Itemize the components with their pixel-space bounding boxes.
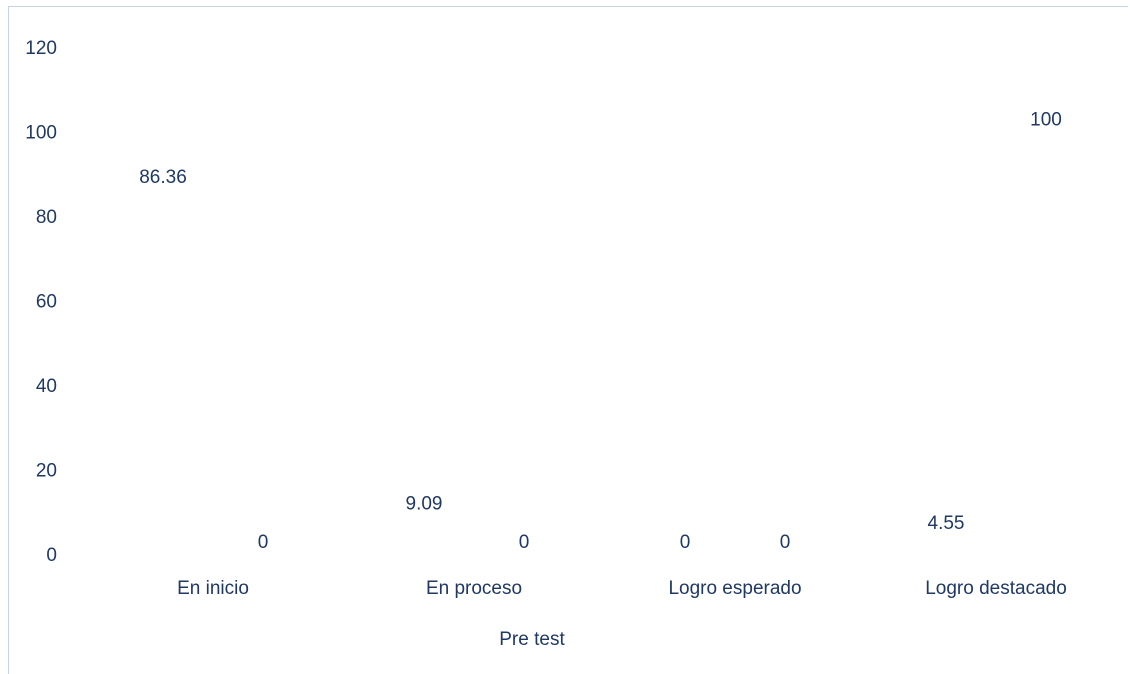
category-label-0: En inicio bbox=[177, 578, 249, 599]
legend: Pre test bbox=[499, 629, 565, 650]
data-label-s1-c3: 100 bbox=[1030, 110, 1062, 131]
data-label-s1-c0: 0 bbox=[258, 532, 269, 553]
y-tick-label-20: 20 bbox=[36, 461, 57, 482]
y-tick-label-40: 40 bbox=[36, 376, 57, 397]
category-label-3: Logro destacado bbox=[925, 578, 1067, 599]
category-label-1: En proceso bbox=[426, 578, 522, 599]
x-axis: En inicio En proceso Logro esperado Logro d… bbox=[177, 578, 1067, 599]
data-label-s1-c1: 0 bbox=[519, 532, 530, 553]
data-label-s0-c3: 4.55 bbox=[928, 513, 965, 534]
data-label-s0-c2: 0 bbox=[680, 532, 691, 553]
chart-frame bbox=[8, 6, 1128, 674]
y-tick-label-80: 80 bbox=[36, 207, 57, 228]
y-axis: 0 20 40 60 80 100 120 bbox=[25, 38, 57, 566]
data-label-s0-c1: 9.09 bbox=[406, 494, 443, 515]
data-label-s0-c0: 86.36 bbox=[139, 167, 187, 188]
data-label-s1-c2: 0 bbox=[780, 532, 791, 553]
data-labels: 86.36 9.09 0 4.55 0 0 0 100 bbox=[139, 110, 1062, 554]
y-tick-label-100: 100 bbox=[25, 123, 57, 144]
y-tick-label-0: 0 bbox=[46, 545, 57, 566]
category-label-2: Logro esperado bbox=[668, 578, 801, 599]
legend-item-pre-test: Pre test bbox=[499, 629, 565, 650]
y-tick-label-120: 120 bbox=[25, 38, 57, 59]
y-tick-label-60: 60 bbox=[36, 292, 57, 313]
